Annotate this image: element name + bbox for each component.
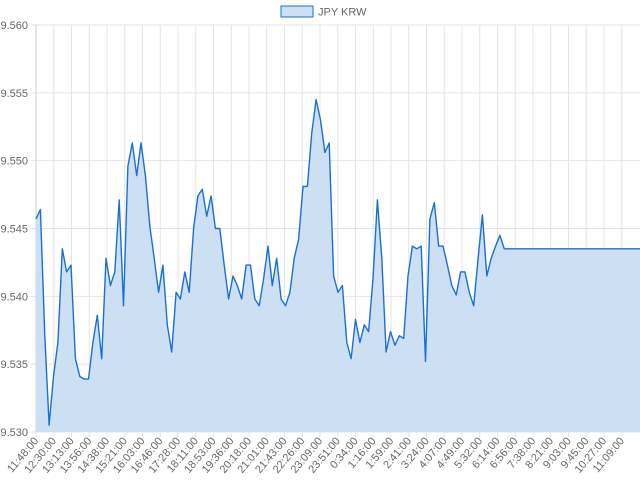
legend[interactable]: JPY KRW	[280, 5, 367, 19]
y-tick-label: 9.560	[0, 20, 28, 32]
y-tick-label: 9.550	[0, 156, 28, 168]
legend-label: JPY KRW	[318, 7, 367, 19]
y-tick-label: 9.555	[0, 88, 28, 100]
y-tick-label: 9.535	[0, 359, 28, 371]
legend-swatch	[280, 5, 314, 18]
series-line	[35, 98, 640, 426]
y-tick-label: 9.540	[0, 291, 28, 303]
y-tick-label: 9.530	[0, 427, 28, 439]
y-tick-label: 9.545	[0, 224, 28, 236]
series-area-fill	[36, 99, 640, 432]
